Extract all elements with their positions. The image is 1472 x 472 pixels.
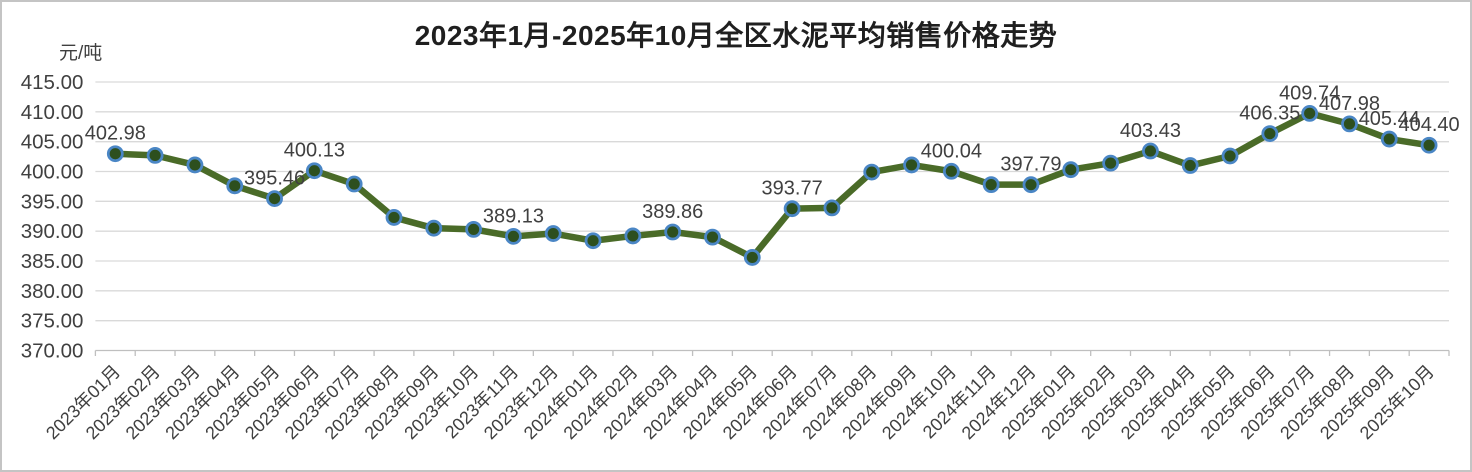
data-point-marker <box>1142 142 1159 160</box>
data-point-marker <box>704 228 721 246</box>
data-point-marker <box>505 227 522 245</box>
data-point-label: 407.98 <box>1319 93 1380 115</box>
data-point-marker <box>1261 125 1279 143</box>
data-point-marker <box>385 209 403 226</box>
y-axis-tick-label: 375.00 <box>21 310 84 333</box>
data-point-marker <box>664 223 682 241</box>
data-point-marker <box>823 199 841 217</box>
data-point-label: 409.74 <box>1279 82 1340 104</box>
data-point-marker <box>226 177 244 195</box>
data-point-label: 400.13 <box>284 140 345 162</box>
y-axis-tick-label: 385.00 <box>21 250 84 273</box>
data-point-marker <box>544 225 562 242</box>
data-point-marker <box>345 175 363 193</box>
data-point-marker <box>1221 147 1239 165</box>
y-axis-tick-label: 410.00 <box>21 101 84 124</box>
data-point-marker <box>783 200 801 218</box>
price-line <box>112 110 1433 261</box>
data-point-marker <box>863 163 881 181</box>
data-point-marker <box>266 190 283 207</box>
y-axis-tick-label: 370.00 <box>21 340 84 363</box>
data-point-label: 400.04 <box>921 140 982 162</box>
data-point-label: 405.44 <box>1359 108 1420 130</box>
data-point-label: 404.40 <box>1399 114 1460 136</box>
data-point-marker <box>1022 176 1040 194</box>
data-point-marker <box>1380 130 1398 148</box>
chart-title: 2023年1月-2025年10月全区水泥平均销售价格走势 <box>414 20 1058 51</box>
data-point-marker <box>1301 104 1319 122</box>
data-point-label: 393.77 <box>762 178 823 200</box>
data-point-label: 389.13 <box>483 205 544 227</box>
data-point-marker <box>425 219 443 237</box>
data-point-marker <box>743 249 761 266</box>
data-point-label: 402.98 <box>85 123 146 145</box>
y-axis-tick-label: 400.00 <box>21 161 84 184</box>
data-point-label: 406.35 <box>1239 103 1300 125</box>
data-point-marker <box>1420 136 1438 154</box>
data-point-marker <box>465 220 483 238</box>
data-point-label: 395.46 <box>244 168 305 190</box>
data-point-marker <box>146 146 164 164</box>
data-point-marker <box>982 176 1000 194</box>
data-point-marker <box>584 232 602 250</box>
y-axis-tick-label: 395.00 <box>21 190 84 213</box>
y-axis-tick-label: 405.00 <box>21 131 84 154</box>
data-point-label: 403.43 <box>1120 120 1181 142</box>
y-axis-tick-label: 380.00 <box>21 280 84 303</box>
data-point-marker <box>942 162 960 180</box>
data-point-marker <box>106 145 124 163</box>
y-axis-tick-label: 390.00 <box>21 220 84 243</box>
data-point-label: 389.86 <box>642 201 703 223</box>
data-point-label: 397.79 <box>1000 154 1061 176</box>
data-point-marker <box>624 227 642 245</box>
data-point-marker <box>1181 157 1199 174</box>
data-point-marker <box>1102 154 1119 172</box>
y-axis-tick-label: 415.00 <box>21 71 84 94</box>
y-axis-unit-label: 元/吨 <box>59 43 103 64</box>
data-point-marker <box>305 162 323 180</box>
data-point-marker <box>1341 115 1358 133</box>
data-point-marker <box>1062 161 1080 179</box>
data-point-marker <box>186 156 204 174</box>
data-point-marker <box>903 156 920 174</box>
